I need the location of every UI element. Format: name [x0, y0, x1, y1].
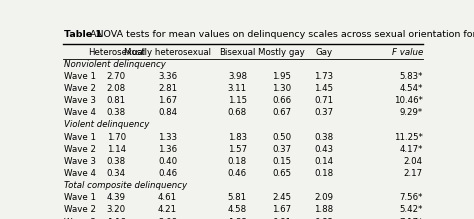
Text: 1.32: 1.32: [228, 217, 247, 219]
Text: 2.45: 2.45: [272, 193, 291, 202]
Text: 2.09: 2.09: [314, 193, 333, 202]
Text: 4.39: 4.39: [107, 193, 126, 202]
Text: Wave 1: Wave 1: [64, 193, 96, 202]
Text: 0.84: 0.84: [158, 108, 177, 117]
Text: 0.38: 0.38: [107, 157, 126, 166]
Text: 1.36: 1.36: [158, 145, 177, 154]
Text: 11.25*: 11.25*: [394, 132, 423, 141]
Text: 0.38: 0.38: [107, 108, 126, 117]
Text: ANOVA tests for mean values on delinquency scales across sexual orientation for : ANOVA tests for mean values on delinquen…: [84, 30, 474, 39]
Text: 0.81: 0.81: [107, 96, 126, 105]
Text: Wave 3: Wave 3: [64, 96, 96, 105]
Text: 1.67: 1.67: [158, 96, 177, 105]
Text: Nonviolent delinquency: Nonviolent delinquency: [64, 60, 165, 69]
Text: 3.20: 3.20: [107, 205, 126, 214]
Text: 0.43: 0.43: [314, 145, 333, 154]
Text: 1.18: 1.18: [107, 217, 126, 219]
Text: 0.66: 0.66: [272, 96, 291, 105]
Text: 1.14: 1.14: [107, 145, 126, 154]
Text: Mostly heterosexual: Mostly heterosexual: [124, 48, 211, 57]
Text: 5.42*: 5.42*: [400, 205, 423, 214]
Text: 1.83: 1.83: [228, 132, 247, 141]
Text: 1.30: 1.30: [272, 84, 291, 93]
Text: 3.98: 3.98: [228, 72, 247, 81]
Text: 3.11: 3.11: [228, 84, 247, 93]
Text: 0.18: 0.18: [228, 157, 247, 166]
Text: Gay: Gay: [315, 48, 332, 57]
Text: 2.70: 2.70: [107, 72, 126, 81]
Text: 4.21: 4.21: [158, 205, 177, 214]
Text: Wave 3: Wave 3: [64, 217, 96, 219]
Text: 2.08: 2.08: [158, 217, 177, 219]
Text: 10.46*: 10.46*: [394, 96, 423, 105]
Text: 1.88: 1.88: [314, 205, 333, 214]
Text: Wave 2: Wave 2: [64, 145, 96, 154]
Text: 0.18: 0.18: [314, 169, 333, 178]
Text: 4.54*: 4.54*: [400, 84, 423, 93]
Text: Wave 4: Wave 4: [64, 169, 96, 178]
Text: 0.71: 0.71: [314, 96, 333, 105]
Text: Total composite delinquency: Total composite delinquency: [64, 181, 187, 190]
Text: Bisexual: Bisexual: [219, 48, 255, 57]
Text: Mostly gay: Mostly gay: [258, 48, 305, 57]
Text: 0.37: 0.37: [272, 145, 291, 154]
Text: Wave 2: Wave 2: [64, 205, 96, 214]
Text: 5.81: 5.81: [228, 193, 247, 202]
Text: 1.57: 1.57: [228, 145, 247, 154]
Text: 2.17: 2.17: [404, 169, 423, 178]
Text: Heterosexual: Heterosexual: [88, 48, 145, 57]
Text: 2.81: 2.81: [158, 84, 177, 93]
Text: Violent delinquency: Violent delinquency: [64, 120, 149, 129]
Text: 0.67: 0.67: [272, 108, 291, 117]
Text: 1.67: 1.67: [272, 205, 291, 214]
Text: 1.73: 1.73: [314, 72, 333, 81]
Text: 0.50: 0.50: [272, 132, 291, 141]
Text: 1.15: 1.15: [228, 96, 247, 105]
Text: 4.58: 4.58: [228, 205, 247, 214]
Text: Wave 1: Wave 1: [64, 132, 96, 141]
Text: 2.04: 2.04: [404, 157, 423, 166]
Text: 0.46: 0.46: [158, 169, 177, 178]
Text: 7.56*: 7.56*: [400, 193, 423, 202]
Text: Wave 1: Wave 1: [64, 72, 96, 81]
Text: 0.15: 0.15: [272, 157, 291, 166]
Text: 1.70: 1.70: [107, 132, 126, 141]
Text: 0.40: 0.40: [158, 157, 177, 166]
Text: 3.36: 3.36: [158, 72, 177, 81]
Text: 0.14: 0.14: [314, 157, 333, 166]
Text: 9.29*: 9.29*: [400, 108, 423, 117]
Text: 4.17*: 4.17*: [400, 145, 423, 154]
Text: 4.61: 4.61: [158, 193, 177, 202]
Text: 0.38: 0.38: [314, 132, 333, 141]
Text: 0.82: 0.82: [314, 217, 333, 219]
Text: Table 1: Table 1: [64, 30, 101, 39]
Text: 0.34: 0.34: [107, 169, 126, 178]
Text: 1.33: 1.33: [158, 132, 177, 141]
Text: Wave 3: Wave 3: [64, 157, 96, 166]
Text: 0.65: 0.65: [272, 169, 291, 178]
Text: 0.46: 0.46: [228, 169, 247, 178]
Text: 0.37: 0.37: [314, 108, 333, 117]
Text: Wave 4: Wave 4: [64, 108, 96, 117]
Text: 0.81: 0.81: [272, 217, 291, 219]
Text: F value: F value: [392, 48, 423, 57]
Text: 5.83*: 5.83*: [400, 72, 423, 81]
Text: 0.68: 0.68: [228, 108, 247, 117]
Text: 7.17*: 7.17*: [400, 217, 423, 219]
Text: Wave 2: Wave 2: [64, 84, 96, 93]
Text: 1.95: 1.95: [272, 72, 291, 81]
Text: 2.08: 2.08: [107, 84, 126, 93]
Text: 1.45: 1.45: [314, 84, 333, 93]
